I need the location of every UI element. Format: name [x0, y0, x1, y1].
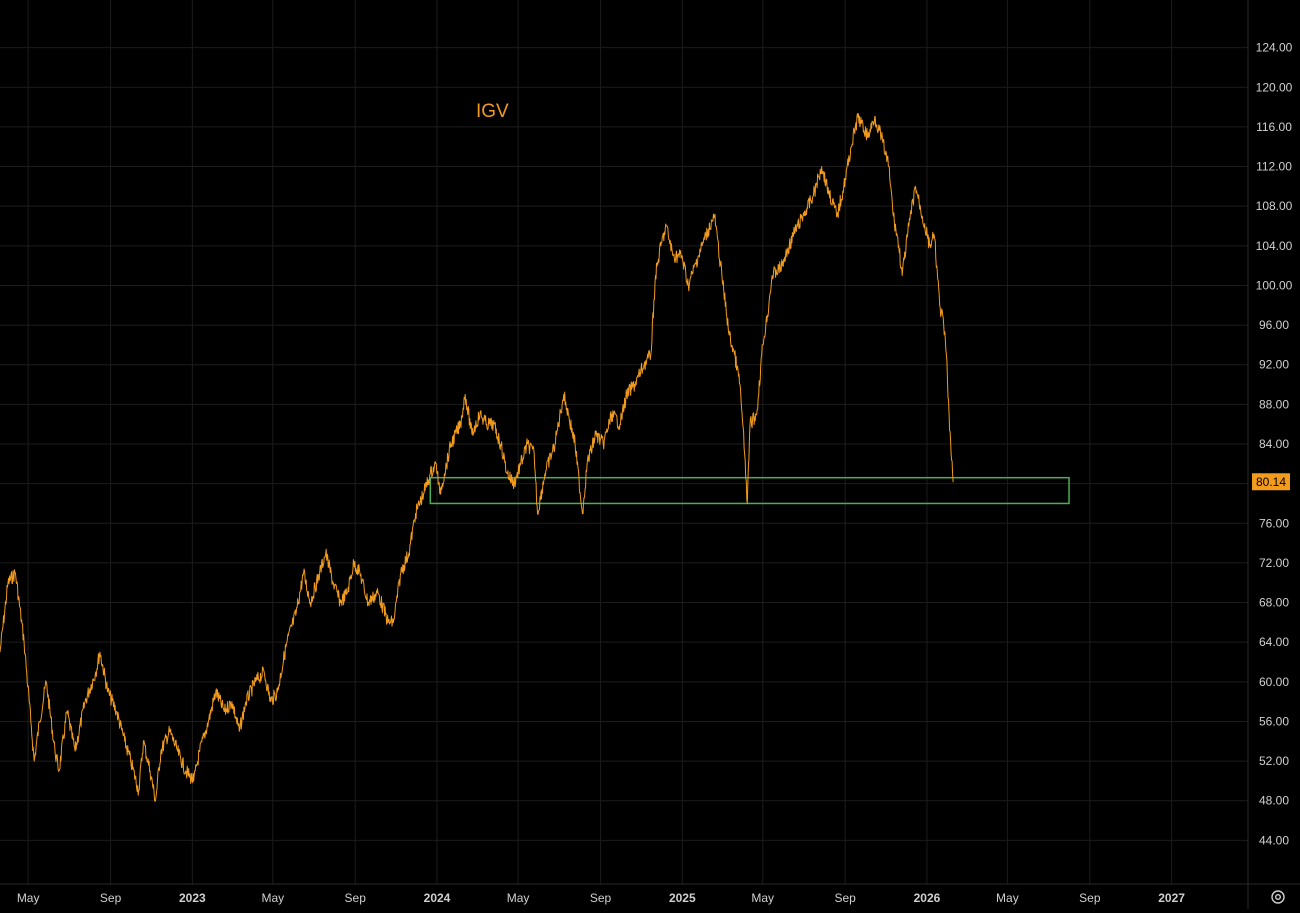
x-tick-label: 2027 — [1158, 891, 1185, 905]
settings-gear-icon[interactable] — [1267, 886, 1289, 908]
x-tick-label: 2023 — [179, 891, 206, 905]
y-tick-label: 56.00 — [1259, 714, 1289, 728]
ticker-label: IGV — [476, 101, 509, 122]
x-tick-label: May — [261, 891, 284, 905]
support-zone — [429, 476, 1070, 505]
x-tick-label: Sep — [590, 891, 612, 905]
price-series — [0, 113, 954, 802]
x-tick-label: 2025 — [669, 891, 696, 905]
last-price-value: 80.14 — [1256, 475, 1286, 489]
last-price-tag-background — [1252, 473, 1290, 491]
y-tick-label: 112.00 — [1256, 160, 1292, 174]
y-tick-label: 124.00 — [1256, 41, 1293, 55]
y-tick-label: 104.00 — [1256, 239, 1293, 253]
y-tick-label: 52.00 — [1259, 754, 1289, 768]
y-tick-label: 48.00 — [1259, 794, 1289, 808]
price-line — [0, 113, 954, 802]
y-tick-label: 120.00 — [1256, 80, 1293, 94]
y-tick-label: 88.00 — [1259, 397, 1289, 411]
y-tick-label: 116.00 — [1256, 120, 1292, 134]
x-tick-label: 2026 — [914, 891, 941, 905]
x-tick-label: May — [17, 891, 40, 905]
y-tick-label: 100.00 — [1256, 278, 1293, 292]
y-tick-label: 64.00 — [1259, 635, 1289, 649]
x-tick-label: Sep — [100, 891, 122, 905]
y-tick-label: 60.00 — [1259, 675, 1289, 689]
x-tick-label: Sep — [345, 891, 367, 905]
support-zone-rect[interactable] — [429, 476, 1070, 505]
y-tick-label: 84.00 — [1259, 437, 1289, 451]
x-tick-label: May — [751, 891, 774, 905]
y-tick-label: 44.00 — [1259, 833, 1289, 847]
y-tick-label: 108.00 — [1256, 199, 1293, 213]
x-tick-label: May — [996, 891, 1019, 905]
x-tick-label: Sep — [835, 891, 857, 905]
y-tick-label: 76.00 — [1259, 516, 1289, 530]
grid-lines — [0, 0, 1248, 884]
x-tick-label: May — [507, 891, 530, 905]
x-tick-label: 2024 — [424, 891, 451, 905]
y-tick-label: 92.00 — [1259, 358, 1289, 372]
time-axis[interactable]: May Sep 2023 May Sep 2024 May Sep 2025 May Sep 2026… — [17, 891, 1185, 905]
price-axis[interactable]: 44.00 48.00 52.00 56.00 60.00 64.00 68.00 72.00… — [1256, 41, 1293, 848]
y-tick-label: 96.00 — [1259, 318, 1289, 332]
x-tick-label: Sep — [1079, 891, 1101, 905]
y-tick-label: 72.00 — [1259, 556, 1289, 570]
last-price-tag: 80.14 — [1252, 473, 1290, 491]
y-tick-label: 68.00 — [1259, 596, 1289, 610]
